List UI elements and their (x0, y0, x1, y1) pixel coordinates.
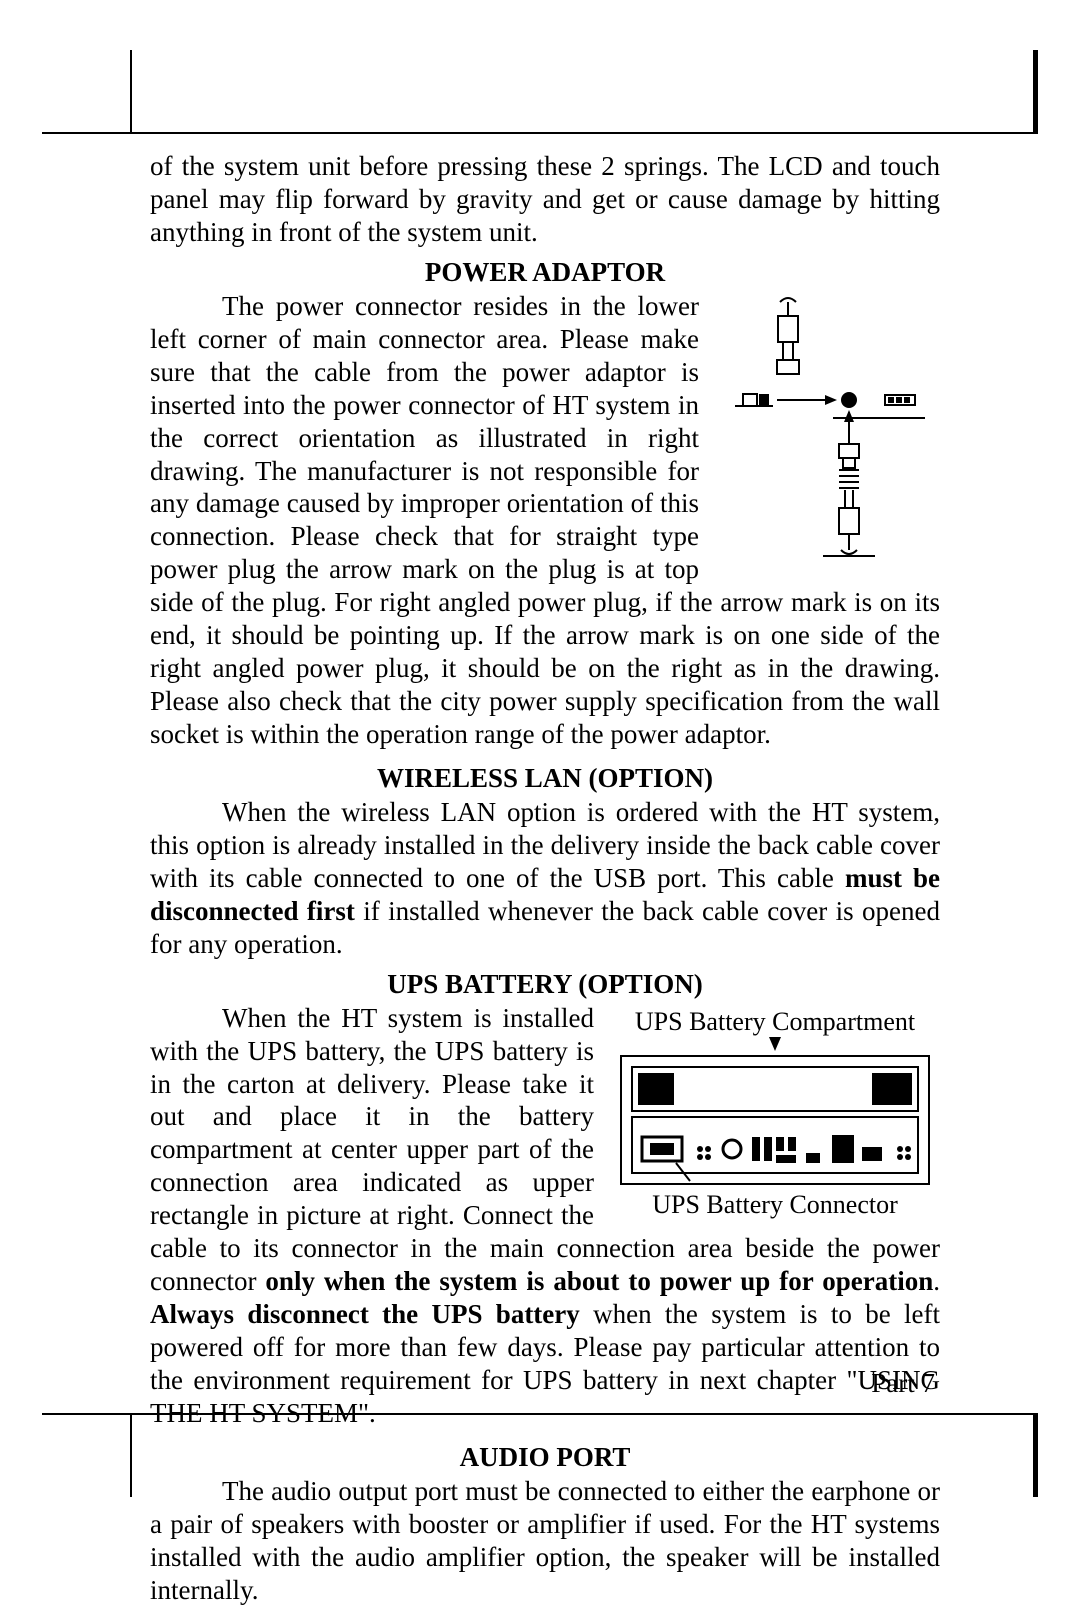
ups-mid: . (933, 1266, 940, 1296)
content-area: of the system unit before pressing these… (150, 150, 940, 1611)
ups-figure: UPS Battery Compartment (610, 1006, 940, 1220)
wlan-paragraph: When the wireless LAN option is ordered … (150, 796, 940, 961)
page-number: Part 7 (871, 1368, 935, 1399)
intro-paragraph: of the system unit before pressing these… (150, 150, 940, 249)
audio-heading: AUDIO PORT (150, 1442, 940, 1473)
arrow-down-icon (769, 1037, 781, 1051)
power-adaptor-diagram (715, 294, 940, 574)
ups-compartment-diagram (620, 1055, 930, 1185)
ups-bold-1: only when the system is about to power u… (265, 1266, 933, 1296)
frame-rule (130, 1415, 132, 1497)
power-plug-icon (715, 294, 940, 574)
ups-caption-top: UPS Battery Compartment (610, 1006, 940, 1037)
frame-rule (1033, 50, 1038, 132)
page: of the system unit before pressing these… (0, 0, 1080, 1533)
audio-paragraph: The audio output port must be connected … (150, 1475, 940, 1607)
ups-panel-icon (622, 1057, 928, 1183)
power-adaptor-heading: POWER ADAPTOR (150, 257, 940, 288)
ups-caption-bottom: UPS Battery Connector (610, 1189, 940, 1220)
frame-rule (42, 132, 1038, 134)
frame-rule (1033, 1415, 1038, 1497)
ups-heading: UPS BATTERY (OPTION) (150, 969, 940, 1000)
wlan-text-1: When the wireless LAN option is ordered … (150, 797, 940, 893)
ups-bold-2: Always disconnect the UPS battery (150, 1299, 580, 1329)
frame-rule (130, 50, 132, 132)
wlan-heading: WIRELESS LAN (OPTION) (150, 763, 940, 794)
